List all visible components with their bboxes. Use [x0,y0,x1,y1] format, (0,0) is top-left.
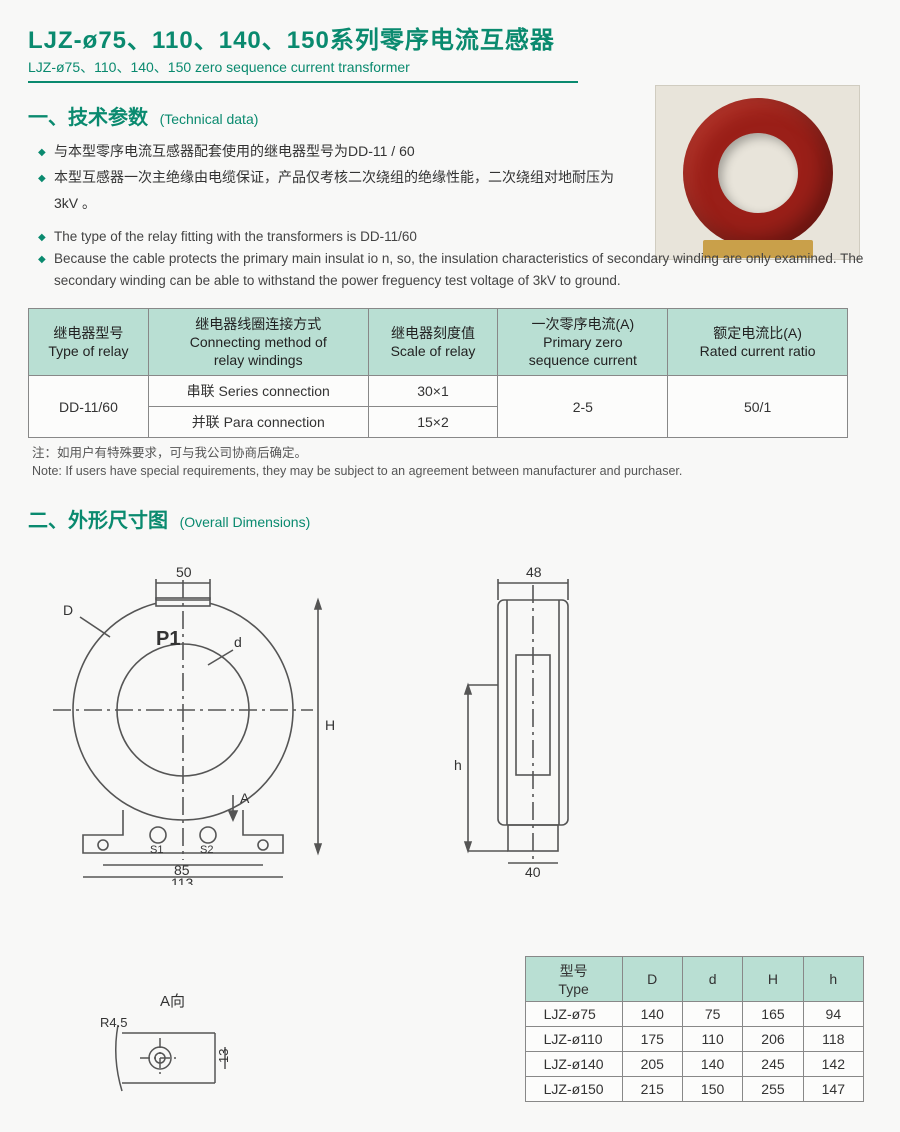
bullet-cn-1: 本型互感器一次主绝缘由电缆保证，产品仅考核二次绕组的绝缘性能，二次绕组对地耐压为… [38,164,628,216]
dimensions-table: 型号Type D d H h LJZ-ø751407516594 LJZ-ø11… [525,956,864,1102]
t1-r1c1: 并联 Para connection [148,407,368,438]
dimensions-table-wrap: 型号Type D d H h LJZ-ø751407516594 LJZ-ø11… [525,956,864,1102]
dt-r0c1: 140 [622,1002,682,1027]
svg-text:48: 48 [526,564,542,580]
t1-r1c2: 15×2 [368,407,498,438]
dt-h2: d [682,957,742,1002]
front-view-diagram: 50 D P1 d H A S1 S2 85 113 [28,545,348,885]
section1-heading-cn: 一、技术参数 [28,107,148,129]
table-note: 注：如用户有特殊要求，可与我公司协商后确定。 Note: If users ha… [32,444,872,480]
dt-r2c0: LJZ-ø140 [525,1052,622,1077]
dt-r1c4: 118 [803,1027,863,1052]
svg-text:R4.5: R4.5 [100,1015,127,1030]
dt-r1c3: 206 [743,1027,803,1052]
svg-text:H: H [325,717,335,733]
relay-table: 继电器型号Type of relay 继电器线圈连接方式Connecting m… [28,308,848,438]
t1-relay: DD-11/60 [29,376,149,438]
dt-r1c0: LJZ-ø110 [525,1027,622,1052]
title-underline [28,81,578,83]
dt-r0c2: 75 [682,1002,742,1027]
t1-h4: 额定电流比(A)Rated current ratio [668,309,848,376]
t1-h3: 一次零序电流(A)Primary zerosequence current [498,309,668,376]
dt-h0: 型号Type [525,957,622,1002]
t1-h0: 继电器型号Type of relay [29,309,149,376]
dt-r0c4: 94 [803,1002,863,1027]
dt-r2c1: 205 [622,1052,682,1077]
page-title: LJZ-ø75、110、140、150系列零序电流互感器 [28,20,872,55]
svg-text:A: A [240,790,250,806]
svg-text:h: h [454,757,462,773]
svg-text:50: 50 [176,564,192,580]
svg-text:S1: S1 [150,844,163,856]
bullet-cn-0: 与本型零序电流互感器配套使用的继电器型号为DD-11 / 60 [38,138,628,164]
svg-text:P1: P1 [156,628,180,650]
t1-h1: 继电器线圈连接方式Connecting method ofrelay windi… [148,309,368,376]
side-view-diagram: 48 h 40 [408,545,628,885]
t1-r0c2: 30×1 [368,376,498,407]
t1-ratio: 50/1 [668,376,848,438]
dt-h1: D [622,957,682,1002]
section2-heading: 二、外形尺寸图 (Overall Dimensions) [28,504,872,533]
dt-r3c1: 215 [622,1077,682,1102]
t1-h2: 继电器刻度值Scale of relay [368,309,498,376]
dt-r2c3: 245 [743,1052,803,1077]
dt-r1c1: 175 [622,1027,682,1052]
detail-view: A向 R4.5 13 [100,990,250,1108]
page-subtitle: LJZ-ø75、110、140、150 zero sequence curren… [28,57,872,77]
svg-text:D: D [63,602,73,618]
dt-r3c3: 255 [743,1077,803,1102]
dt-h4: h [803,957,863,1002]
svg-text:S2: S2 [200,844,213,856]
svg-text:40: 40 [525,864,541,880]
t1-primary: 2-5 [498,376,668,438]
dt-r2c4: 142 [803,1052,863,1077]
dt-r2c2: 140 [682,1052,742,1077]
dt-r0c0: LJZ-ø75 [525,1002,622,1027]
note-cn: 注：如用户有特殊要求，可与我公司协商后确定。 [32,444,872,462]
section2-heading-en: (Overall Dimensions) [180,514,311,530]
section1-heading-en: (Technical data) [160,111,259,127]
bullets-en: The type of the relay fitting with the t… [38,226,872,292]
t1-r0c1: 串联 Series connection [148,376,368,407]
svg-text:113: 113 [171,875,194,885]
dt-h3: H [743,957,803,1002]
detail-label: A向 [160,990,250,1011]
dt-r3c2: 150 [682,1077,742,1102]
dt-r0c3: 165 [743,1002,803,1027]
svg-text:13: 13 [216,1049,231,1063]
note-en: Note: If users have special requirements… [32,462,872,480]
dt-r1c2: 110 [682,1027,742,1052]
dt-r3c0: LJZ-ø150 [525,1077,622,1102]
ct-ring [683,98,833,248]
bullet-en-1: Because the cable protects the primary m… [38,248,872,292]
svg-text:d: d [234,634,242,650]
dt-r3c4: 147 [803,1077,863,1102]
bullet-en-0: The type of the relay fitting with the t… [38,226,872,248]
section2-heading-cn: 二、外形尺寸图 [28,510,168,532]
